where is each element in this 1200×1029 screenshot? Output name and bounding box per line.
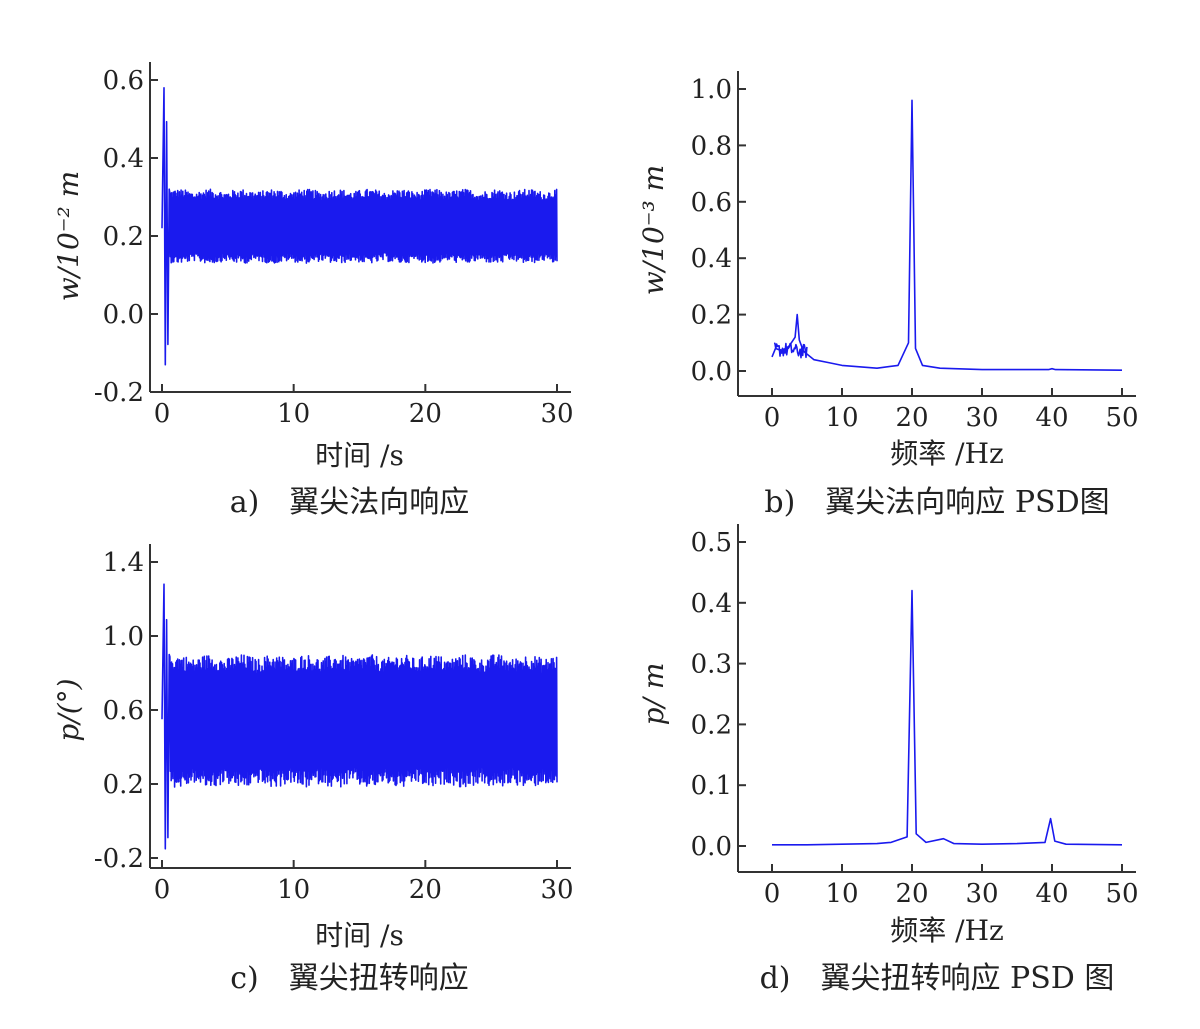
- panel-caption-label: d): [760, 961, 791, 996]
- x-tick-label: 50: [1105, 879, 1138, 909]
- y-tick-label: 1.0: [691, 75, 732, 105]
- x-tick-label: 20: [895, 403, 928, 433]
- y-tick-label: 0.1: [691, 771, 732, 801]
- x-tick-label: 50: [1105, 403, 1138, 433]
- x-tick-label: 20: [409, 399, 442, 429]
- panel-caption: b) 翼尖法向响应 PSD图: [764, 485, 1109, 520]
- y-axis-label: w/10⁻³ m: [637, 165, 670, 295]
- panel-d-psd-torsion: 0 10 20 30 40 50 0.0 0.1 0.2 0.3 0.4 0.5 频率 /Hz p/ m d…: [637, 524, 1139, 996]
- y-tick-label: 0.2: [691, 301, 732, 331]
- y-tick-label: -0.2: [94, 844, 144, 874]
- y-tick-label: 0.4: [691, 589, 732, 619]
- y-tick-label: 0.5: [691, 528, 732, 558]
- y-tick-label: 0.2: [691, 710, 732, 740]
- x-tick-label: 20: [895, 879, 928, 909]
- x-tick-label: 40: [1035, 403, 1068, 433]
- x-tick-label: 40: [1035, 879, 1068, 909]
- x-tick-label: 0: [764, 403, 781, 433]
- y-tick-label: -0.2: [94, 378, 144, 408]
- x-tick-label: 0: [154, 399, 171, 429]
- y-tick-label: 0.2: [103, 770, 144, 800]
- y-tick-label: 0.4: [103, 144, 144, 174]
- x-tick-label: 30: [965, 879, 998, 909]
- x-tick-label: 30: [540, 399, 573, 429]
- y-tick-label: 0.3: [691, 650, 732, 680]
- panel-caption: c) 翼尖扭转响应: [230, 961, 469, 996]
- y-tick-label: 0.6: [103, 66, 144, 96]
- panel-b-psd-normal: 0 10 20 30 40 50 0.0 0.2 0.4 0.6 0.8 1.0 频率 /Hz w/10⁻…: [637, 71, 1139, 520]
- panel-caption-text: 翼尖法向响应 PSD图: [825, 485, 1109, 520]
- y-tick-label: 0.0: [691, 357, 732, 387]
- series-line-b-0: [771, 99, 1123, 371]
- x-axis-label: 频率 /Hz: [890, 914, 1004, 947]
- y-axis-label: p/ m: [637, 663, 670, 726]
- y-tick-label: 0.2: [103, 222, 144, 252]
- panel-caption-label: c): [230, 961, 259, 996]
- y-axis-label: w/10⁻² m: [52, 171, 85, 301]
- panel-caption-label: a): [230, 485, 260, 520]
- x-axis-label: 时间 /s: [315, 439, 404, 472]
- panel-caption-text: 翼尖扭转响应: [289, 961, 469, 996]
- y-tick-label: 0.0: [691, 832, 732, 862]
- x-tick-label: 10: [825, 403, 858, 433]
- y-tick-label: 1.0: [103, 622, 144, 652]
- y-axis-label: p/(°): [52, 678, 85, 741]
- x-tick-label: 30: [965, 403, 998, 433]
- y-tick-label: 0.0: [103, 300, 144, 330]
- y-tick-label: 0.4: [691, 244, 732, 274]
- panel-caption-label: b): [764, 485, 795, 520]
- x-tick-label: 10: [825, 879, 858, 909]
- x-tick-label: 10: [277, 399, 310, 429]
- panel-c-time-response-torsion: 0 10 20 30 -0.2 0.2 0.6 1.0 1.4 时间 /s p/(°) c) 翼尖扭转响…: [52, 544, 574, 996]
- y-tick-label: 0.6: [691, 188, 732, 218]
- y-tick-label: 0.8: [691, 131, 732, 161]
- x-tick-label: 0: [154, 875, 171, 905]
- series-line-d-0: [772, 589, 1123, 846]
- x-axis-label: 时间 /s: [315, 919, 404, 952]
- x-tick-label: 10: [277, 875, 310, 905]
- panel-a-time-response-normal: 0 10 20 30 -0.2 0.0 0.2 0.4 0.6 时间 /s w/10⁻² m a) 翼尖…: [52, 62, 574, 520]
- x-tick-label: 20: [409, 875, 442, 905]
- panel-caption: d) 翼尖扭转响应 PSD 图: [760, 961, 1115, 996]
- x-tick-label: 0: [764, 879, 781, 909]
- x-tick-label: 30: [540, 875, 573, 905]
- panel-caption-text: 翼尖扭转响应 PSD 图: [821, 961, 1115, 996]
- series-line-c-0: [161, 583, 558, 850]
- panel-caption: a) 翼尖法向响应: [230, 485, 470, 520]
- x-axis-label: 频率 /Hz: [890, 437, 1004, 470]
- series-line-a-0: [161, 87, 558, 366]
- y-tick-label: 0.6: [103, 696, 144, 726]
- panel-caption-text: 翼尖法向响应: [289, 485, 469, 520]
- y-tick-label: 1.4: [103, 548, 144, 578]
